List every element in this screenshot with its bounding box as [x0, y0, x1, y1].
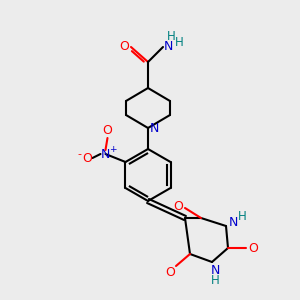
Text: H: H [167, 29, 176, 43]
Text: N: N [228, 217, 238, 230]
Text: H: H [238, 211, 246, 224]
Text: O: O [248, 242, 258, 254]
Text: N: N [149, 122, 159, 136]
Text: O: O [82, 152, 92, 164]
Text: N: N [210, 265, 220, 278]
Text: O: O [119, 40, 129, 52]
Text: H: H [175, 37, 183, 50]
Text: O: O [165, 266, 175, 280]
Text: O: O [173, 200, 183, 214]
Text: +: + [109, 145, 116, 154]
Text: -: - [77, 149, 82, 159]
Text: N: N [101, 148, 110, 160]
Text: N: N [163, 40, 173, 52]
Text: H: H [211, 274, 219, 286]
Text: O: O [103, 124, 112, 137]
